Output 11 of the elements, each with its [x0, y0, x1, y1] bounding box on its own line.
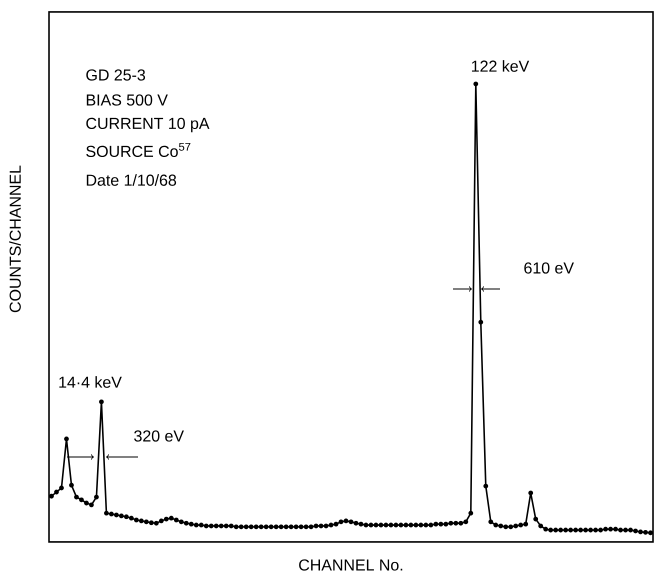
x-axis-title: CHANNEL No.: [299, 559, 402, 571]
annotation: BIAS 500 V: [86, 94, 168, 106]
annotation: CURRENT 10 pA: [86, 118, 210, 132]
annotation: 320 eV: [134, 430, 184, 442]
text: GD 25-3: [86, 69, 146, 81]
text: 122 keV: [472, 60, 530, 72]
annotation: SOURCE Co$^{57}$: [86, 142, 190, 158]
annotation: Date 1/10/68: [86, 174, 176, 186]
y-axis-title: COUNTS/CHANNEL: [9, 166, 21, 312]
annotation: 610 eV: [524, 262, 574, 274]
annotation: 14·4 keV: [59, 376, 122, 388]
